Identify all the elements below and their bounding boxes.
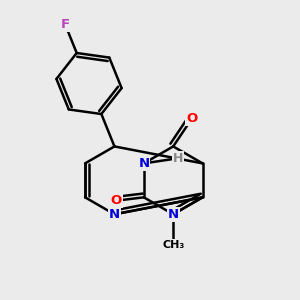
Text: N: N xyxy=(138,157,149,170)
Text: O: O xyxy=(186,112,197,125)
Text: H: H xyxy=(172,152,183,165)
Text: O: O xyxy=(110,194,122,207)
Text: N: N xyxy=(109,208,120,221)
Text: N: N xyxy=(168,208,179,221)
Text: CH₃: CH₃ xyxy=(162,240,184,250)
Text: F: F xyxy=(61,18,70,31)
